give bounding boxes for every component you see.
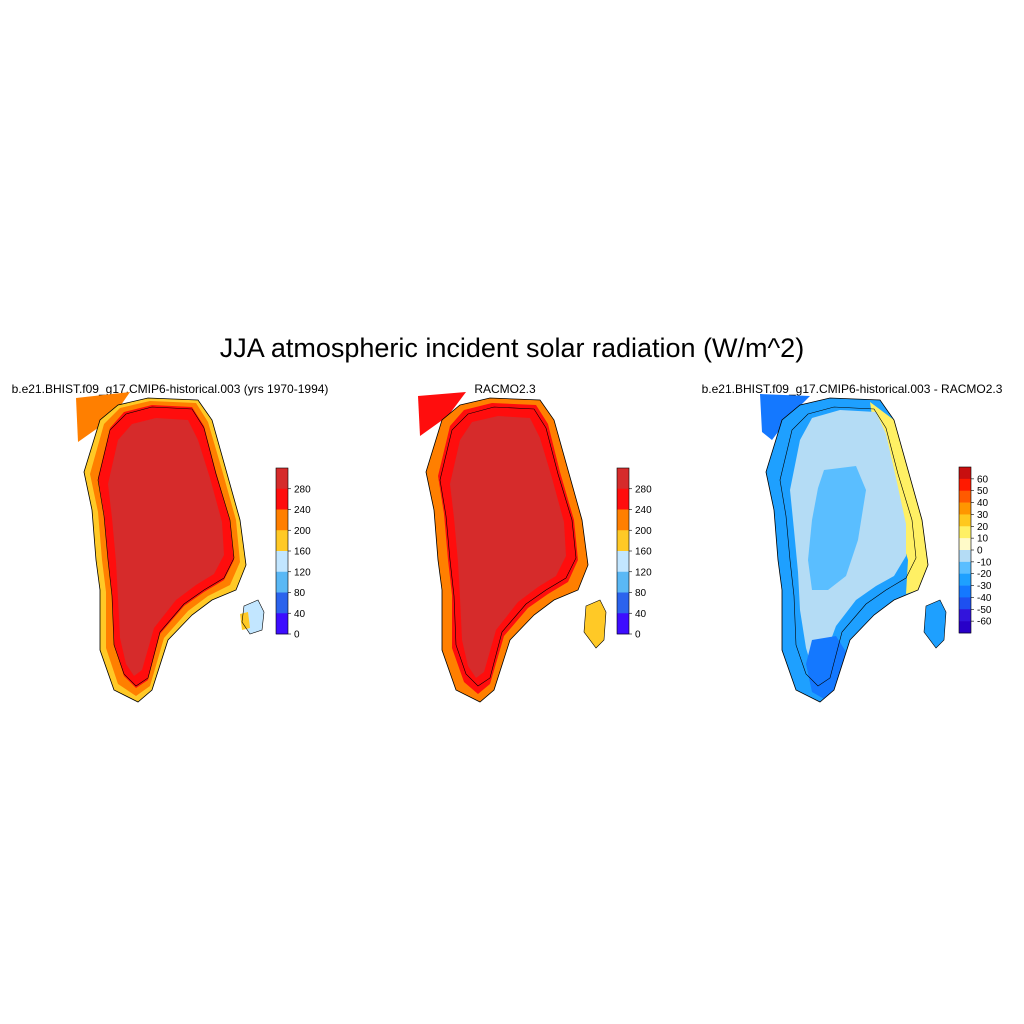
colorbar-label: 80 (635, 588, 647, 599)
colorbar-label: 10 (977, 534, 989, 545)
colorbar-swatch (617, 613, 629, 635)
colorbar-swatch (617, 592, 629, 614)
colorbar-label: 40 (635, 609, 647, 620)
colorbar-label: 160 (294, 547, 311, 558)
colorbar-swatch (276, 613, 288, 635)
colorbar-swatch (959, 502, 971, 515)
ice-sheet-interior (108, 418, 224, 676)
colorbar-label: 240 (635, 505, 652, 516)
iceland-coastline (923, 599, 947, 649)
colorbar-swatch (276, 468, 288, 490)
figure-title: JJA atmospheric incident solar radiation… (219, 333, 805, 363)
ice-margin-contour (439, 406, 577, 687)
colorbar-swatch (276, 509, 288, 531)
colorbar-swatch (959, 490, 971, 503)
nw-coast-band (418, 392, 466, 436)
iceland-coastline (583, 599, 607, 649)
colorbar-label: 0 (977, 546, 983, 557)
ice-sheet-interior (450, 416, 566, 678)
coastline-outline (425, 397, 589, 703)
colorbar-swatch (959, 538, 971, 551)
colorbar-swatch (959, 478, 971, 492)
colorbar-label: 280 (294, 484, 311, 495)
colorbar-swatch (617, 551, 629, 573)
colorbar-obs: 280 240 200 160 120 80 40 0 (616, 467, 652, 641)
map-diff (760, 394, 947, 703)
colorbar-label: -20 (977, 569, 992, 580)
colorbar-label: 30 (977, 510, 989, 521)
colorbar-swatch (276, 530, 288, 552)
colorbar-label: -60 (977, 617, 992, 628)
colorbar-swatch (959, 609, 971, 622)
colorbar-swatch (959, 621, 971, 634)
colorbar-label: 160 (635, 547, 652, 558)
colorbar-swatch (276, 488, 288, 510)
colorbar-label: -30 (977, 581, 992, 592)
coastline-outline (83, 397, 247, 703)
colorbar-label: 200 (294, 526, 311, 537)
diff-south-deep (806, 636, 846, 700)
colorbar-swatch (959, 514, 971, 527)
colorbar-swatch (276, 571, 288, 593)
colorbar-swatch (959, 573, 971, 586)
colorbar-swatch (959, 561, 971, 575)
colorbar-label: 20 (977, 522, 989, 533)
colorbar-swatch (617, 530, 629, 552)
iceland-island (924, 600, 946, 648)
colorbar-label: 120 (635, 567, 652, 578)
colorbar-swatch (617, 509, 629, 531)
colorbar-label: 80 (294, 588, 306, 599)
panel-subtitle-model: b.e21.BHIST.f09_g17.CMIP6-historical.003… (11, 382, 329, 396)
panel-subtitle-obs: RACMO2.3 (474, 382, 536, 396)
colorbar-label: 0 (294, 630, 300, 641)
colorbar-label: -40 (977, 593, 992, 604)
map-model (76, 392, 265, 703)
colorbar-label: 60 (977, 474, 989, 485)
colorbar-swatch (959, 550, 971, 563)
ice-margin-contour (779, 406, 917, 687)
colorbar-label: 120 (294, 567, 311, 578)
iceland-island (584, 600, 606, 648)
colorbar-label: 40 (294, 609, 306, 620)
colorbar-label: 50 (977, 486, 989, 497)
map-obs (418, 392, 607, 703)
panel-subtitle-diff: b.e21.BHIST.f09_g17.CMIP6-historical.003… (701, 382, 1003, 396)
colorbar-label: 240 (294, 505, 311, 516)
colorbar-swatch (959, 526, 971, 539)
colorbar-swatch (959, 597, 971, 610)
coastline-outline (765, 397, 929, 703)
colorbar-swatch (617, 488, 629, 510)
colorbar-swatch (617, 571, 629, 593)
colorbar-swatch (276, 551, 288, 573)
colorbar-model: 280 240 200 160 120 80 40 0 (275, 467, 311, 641)
colorbar-swatch (959, 585, 971, 598)
colorbar-label: -10 (977, 557, 992, 568)
colorbar-label: 0 (635, 630, 641, 641)
colorbar-swatch (959, 467, 971, 480)
colorbar-label: 40 (977, 498, 989, 509)
colorbar-label: 200 (635, 526, 652, 537)
diff-interior-mid (808, 466, 866, 590)
ice-margin-contour (97, 406, 235, 687)
colorbar-swatch (617, 468, 629, 490)
colorbar-label: 280 (635, 484, 652, 495)
iceland-coastline (241, 599, 265, 635)
colorbar-swatch (276, 592, 288, 614)
colorbar-label: -50 (977, 605, 992, 616)
